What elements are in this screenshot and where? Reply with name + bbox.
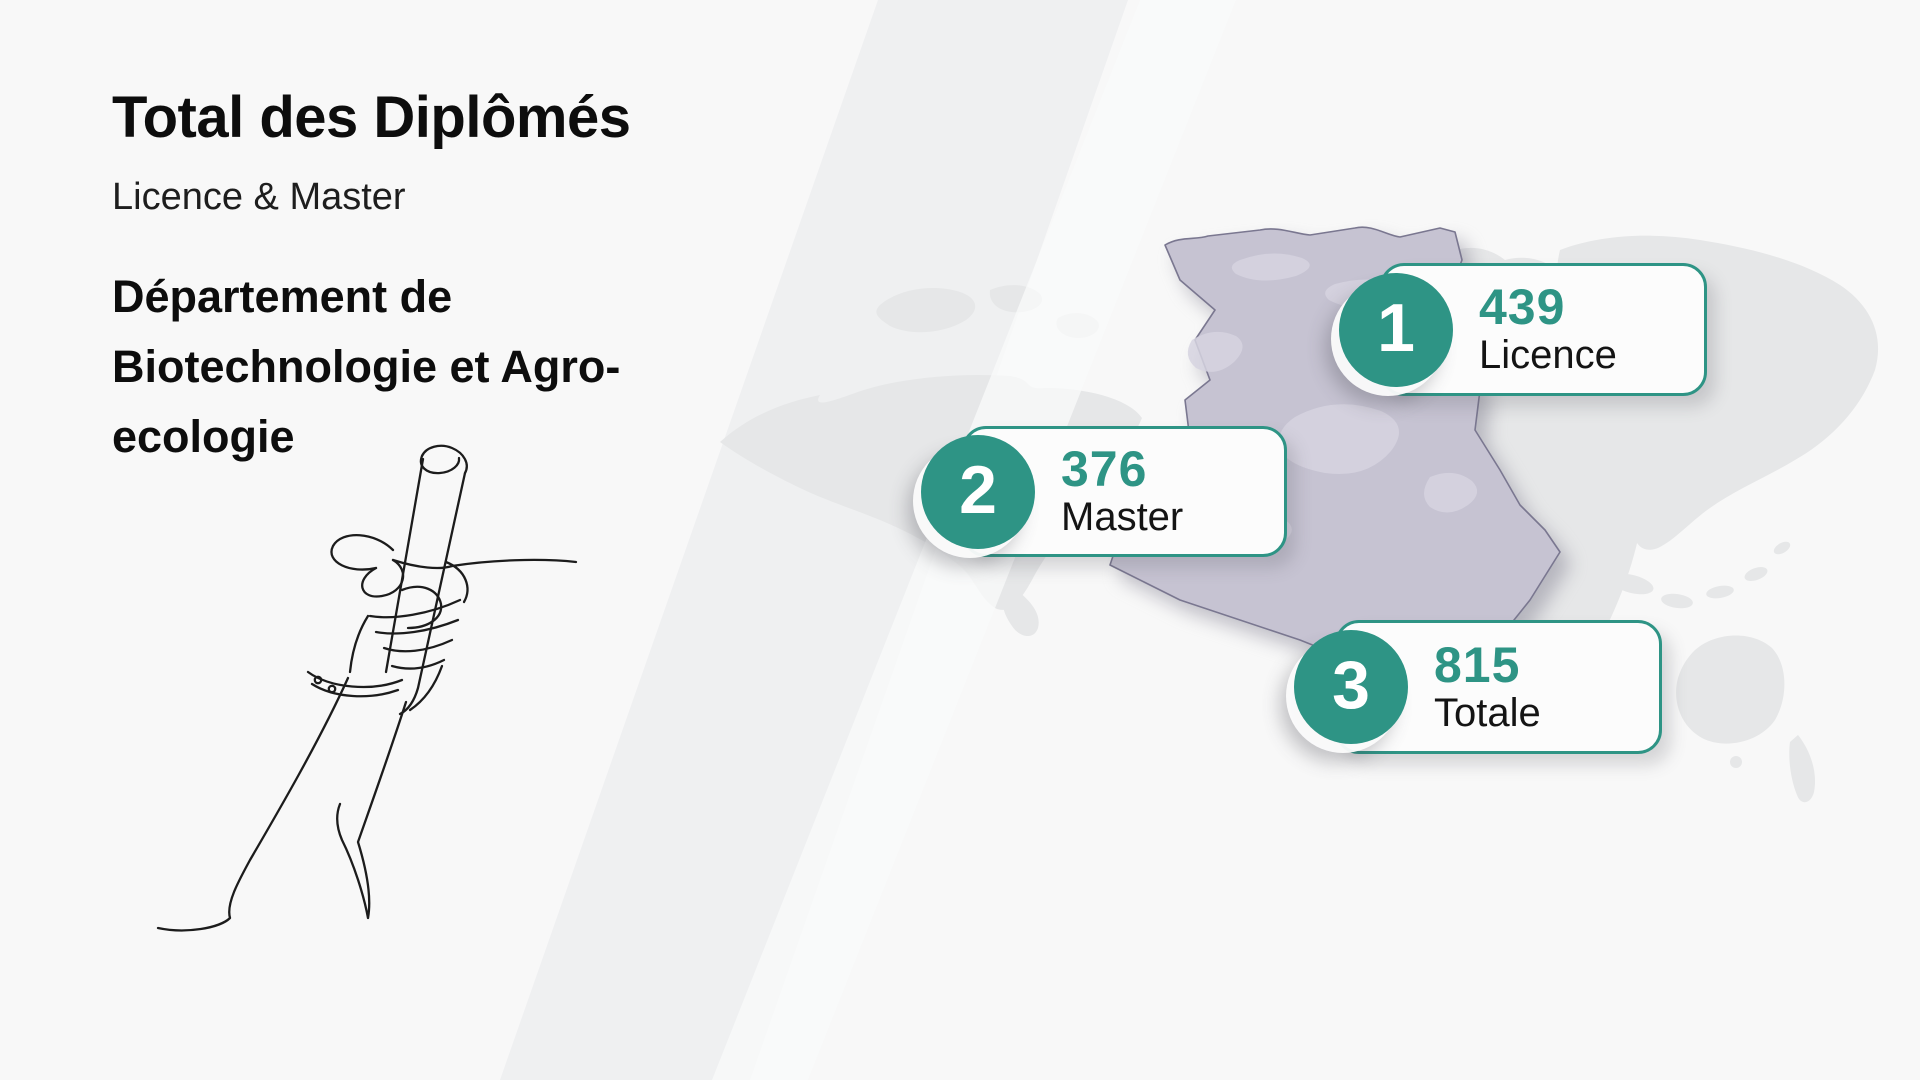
stat-value: 815 bbox=[1434, 636, 1521, 693]
stat-card-totale: 3 815 Totale bbox=[1294, 620, 1662, 754]
department-name: Département de Biotechnologie et Agro- e… bbox=[112, 262, 772, 472]
rank-number: 2 bbox=[959, 451, 997, 528]
department-line-3: ecologie bbox=[112, 411, 295, 462]
stat-label: Totale bbox=[1434, 690, 1541, 735]
stat-value: 439 bbox=[1479, 279, 1566, 336]
page-subtitle: Licence & Master bbox=[112, 176, 406, 218]
rank-number: 3 bbox=[1332, 647, 1370, 723]
page-title: Total des Diplômés bbox=[112, 85, 631, 150]
rank-badge-1: 1 bbox=[1339, 272, 1453, 387]
stat-card-licence: 1 439 Licence bbox=[1339, 263, 1707, 396]
department-line-2: Biotechnologie et Agro- bbox=[112, 341, 621, 392]
hand-diploma-illustration bbox=[156, 444, 578, 932]
stat-card-master: 2 376 Master bbox=[921, 426, 1287, 557]
stat-label: Licence bbox=[1479, 333, 1617, 378]
stat-value: 376 bbox=[1061, 441, 1148, 498]
rank-number: 1 bbox=[1377, 289, 1415, 366]
department-line-1: Département de bbox=[112, 271, 453, 322]
stat-label: Master bbox=[1061, 495, 1184, 540]
rank-badge-2: 2 bbox=[921, 434, 1035, 549]
rank-badge-3: 3 bbox=[1294, 630, 1408, 744]
